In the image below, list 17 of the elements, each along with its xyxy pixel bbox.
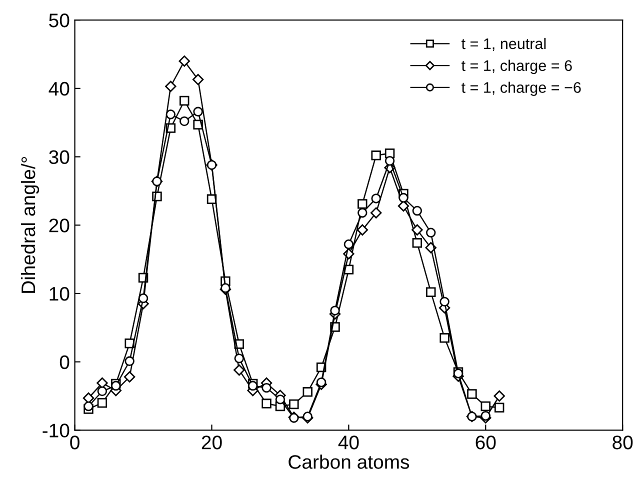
legend-label: t = 1, neutral (462, 38, 546, 51)
y-axis-title: Dihedral angle/° (20, 157, 40, 293)
x-tick-label: 80 (612, 436, 633, 450)
y-tick-label: 40 (48, 82, 70, 96)
x-axis-title: Carbon atoms (288, 454, 410, 469)
y-tick-label: 0 (60, 355, 70, 370)
y-tick-label: -10 (42, 424, 70, 438)
x-tick-label: 20 (202, 436, 222, 450)
y-tick-label: 30 (49, 150, 70, 164)
y-tick-label: 20 (49, 218, 70, 232)
x-tick-label: 60 (476, 436, 496, 450)
x-tick-label: 40 (338, 436, 359, 450)
y-tick-label: 10 (50, 286, 70, 301)
y-tick-label: 50 (49, 14, 70, 28)
legend-label: t = 1, charge = −6 (462, 82, 581, 96)
x-tick-label: 0 (70, 436, 80, 450)
legend-label: t = 1, charge = 6 (462, 60, 572, 74)
